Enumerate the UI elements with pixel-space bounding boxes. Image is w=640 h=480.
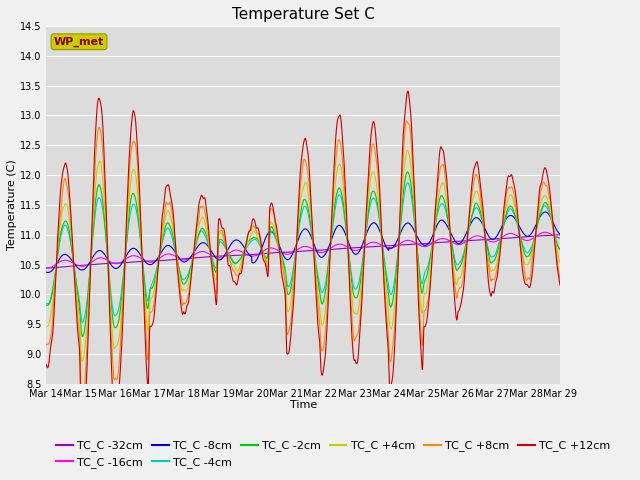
Legend: TC_C -32cm, TC_C -16cm, TC_C -8cm, TC_C -4cm, TC_C -2cm, TC_C +4cm, TC_C +8cm, T: TC_C -32cm, TC_C -16cm, TC_C -8cm, TC_C … [52, 436, 615, 472]
Title: Temperature Set C: Temperature Set C [232, 7, 374, 22]
X-axis label: Time: Time [289, 400, 317, 410]
Text: WP_met: WP_met [54, 36, 104, 47]
Y-axis label: Temperature (C): Temperature (C) [7, 159, 17, 250]
